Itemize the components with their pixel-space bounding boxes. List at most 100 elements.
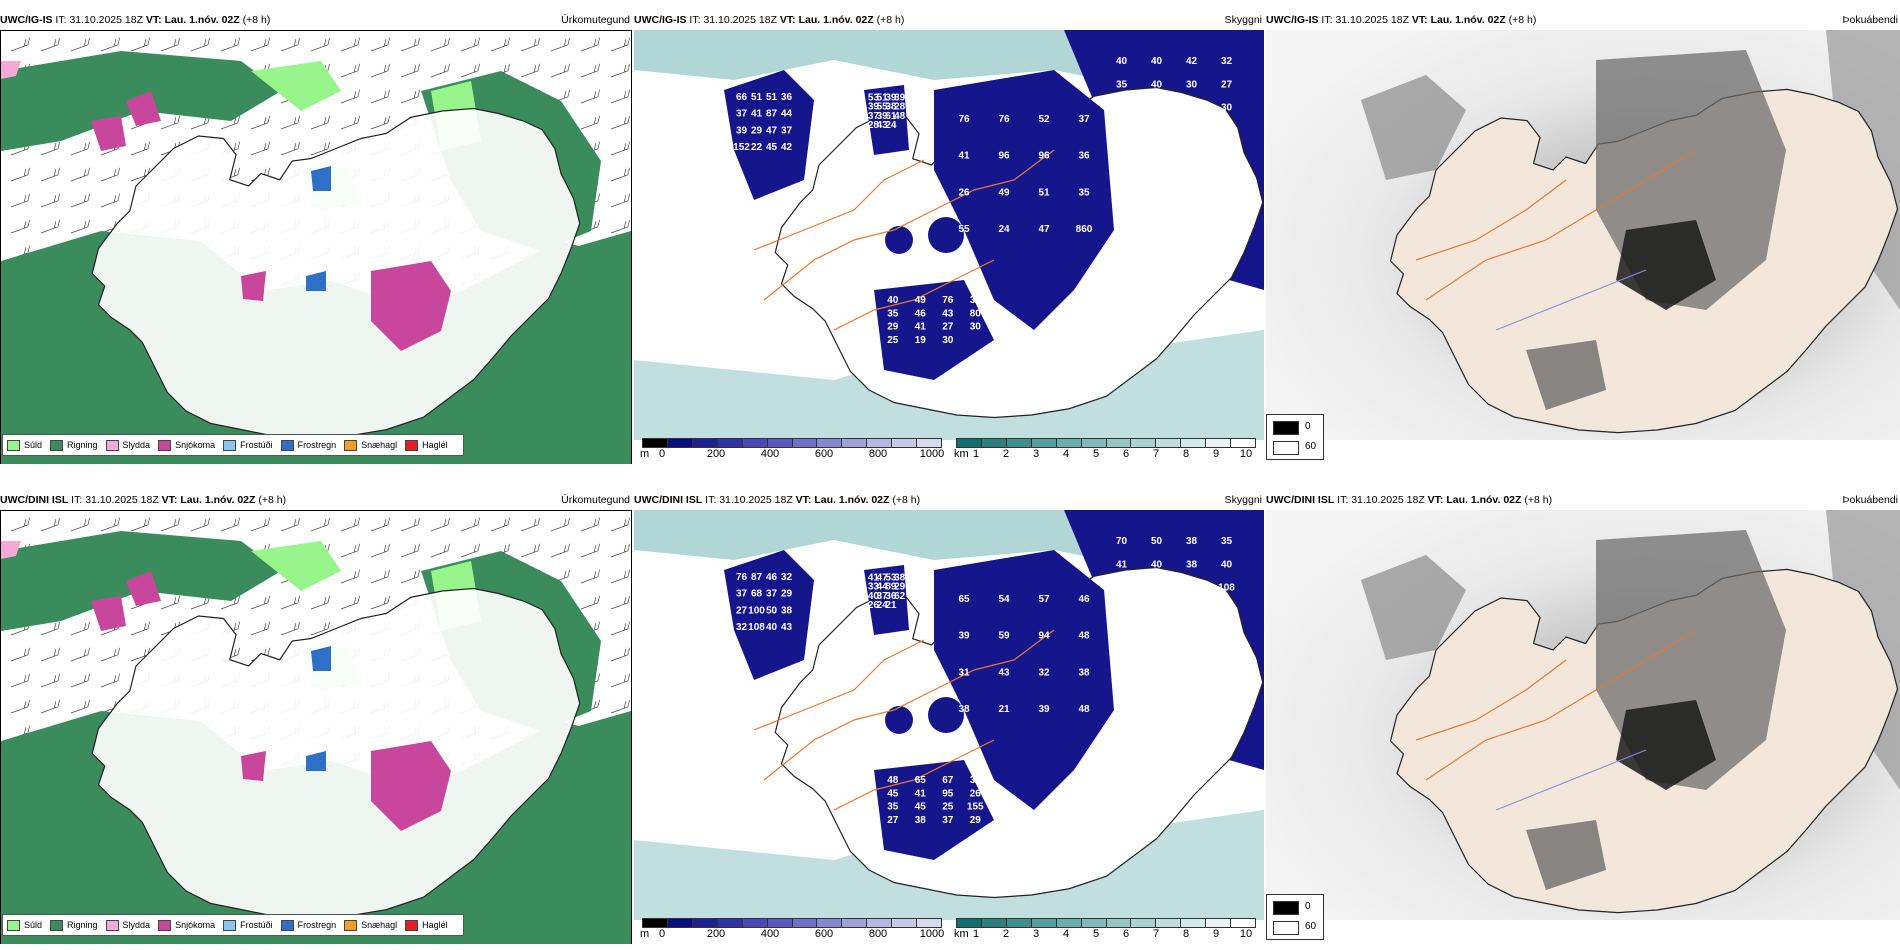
cloud-base-value: 29 [781, 589, 793, 600]
cloud-base-value: 47 [877, 573, 889, 584]
colorbar-tick-label: 10 [1239, 448, 1253, 460]
fog-legend: 0 60 [1266, 414, 1324, 460]
cloud-base-value: 21 [998, 704, 1010, 715]
wind-barb [70, 673, 90, 688]
cloud-base-value: 55 [877, 102, 889, 113]
snow-area [241, 751, 266, 781]
cloud-base-value: 50 [766, 605, 778, 616]
cloud-base-value: 24 [998, 224, 1010, 235]
wind-barb [340, 37, 360, 52]
iceland-outline [91, 107, 581, 440]
wind-barb [520, 543, 540, 558]
wind-barb [250, 115, 270, 130]
cloud-base-colorbar-ticks: m 0 200 400 600 800 1000 [640, 448, 944, 460]
vt-label: VT: [779, 14, 796, 26]
wind-barb [70, 699, 90, 714]
colorbar-segment [1056, 919, 1082, 927]
wind-barb [220, 37, 240, 52]
precip-legend-item: Slydda [105, 919, 150, 931]
snow-area [371, 261, 451, 351]
precip-legend-label: Frostregn [297, 920, 337, 930]
wind-barb [160, 517, 180, 532]
precip-legend-swatch [405, 439, 419, 451]
cloud-base-value: 30 [1186, 79, 1198, 90]
cloud-base-value: 27 [887, 815, 899, 826]
wind-barb [70, 37, 90, 52]
colorbar-tick-label: 600 [814, 928, 834, 940]
cloud-base-value: 76 [958, 114, 970, 125]
colorbar-tick-label: 200 [706, 448, 726, 460]
colorbar-segment [643, 439, 668, 447]
cloud-base-value: 95 [942, 788, 954, 799]
low-cloud-area [724, 70, 814, 200]
wind-barb [610, 219, 630, 234]
cloud-base-value: 41 [915, 788, 927, 799]
colorbar-segment [981, 439, 1007, 447]
cloud-base-value: 37 [877, 591, 889, 602]
colorbar-segment [917, 919, 942, 927]
wind-barb [130, 37, 150, 52]
cloud-base-value: 38 [885, 102, 897, 113]
precip-legend-swatch [7, 439, 20, 451]
fog-legend-high: 60 [1305, 921, 1317, 932]
colorbar-segment [1081, 439, 1107, 447]
wind-barb [370, 37, 390, 52]
colorbar-segment [1231, 439, 1256, 447]
wind-barb [10, 193, 30, 208]
wind-barb [580, 569, 600, 584]
precip-legend-label: Slydda [122, 440, 151, 450]
fog-shade [1616, 220, 1716, 310]
cloud-base-value: 26 [868, 600, 880, 611]
low-cloud-area [864, 565, 909, 635]
colorbar-tick-label: 400 [760, 448, 780, 460]
precip-legend-swatch [344, 919, 358, 931]
model-name: UWC/IG-IS [0, 14, 53, 26]
cloud-base-value: 38 [1186, 536, 1198, 547]
sleet-area [1, 61, 21, 79]
wind-barb [70, 167, 90, 182]
wind-barb [40, 37, 60, 52]
colorbar-segment [1106, 439, 1132, 447]
wind-barb [100, 167, 120, 182]
cloud-base-value: 103 [1113, 103, 1130, 114]
freezing-rain-area [306, 751, 326, 771]
wind-barb [610, 621, 630, 636]
cloud-base-value: 40 [868, 591, 880, 602]
cloud-base-value: 108 [1218, 583, 1235, 594]
fog-map [1266, 510, 1900, 920]
wind-barb [130, 141, 150, 156]
cloud-base-value: 28 [894, 102, 906, 113]
wind-barb [520, 63, 540, 78]
precip-legend-label: Snæhagl [361, 440, 398, 450]
cloud-base-value: 32 [781, 572, 793, 583]
low-cloud-area [934, 70, 1114, 330]
fog-map [1266, 30, 1900, 440]
precip-legend-swatch [158, 439, 172, 451]
colorbar-segment [1181, 919, 1207, 927]
snow-area [371, 741, 451, 831]
it-label: IT: [71, 494, 83, 506]
precip-panel-top: UWC/IG-IS IT: 31.10.2025 18Z VT: Lau. 1.… [0, 12, 632, 464]
wind-barb [520, 517, 540, 532]
colorbar-tick-label: 600 [814, 448, 834, 460]
wind-barb [340, 63, 360, 78]
fog-shade [1526, 340, 1606, 410]
lead-time: (+8 h) [1508, 14, 1537, 26]
wind-barb [40, 141, 60, 156]
wind-barb [190, 37, 210, 52]
cloud-base-value: 36 [885, 591, 897, 602]
colorbar-segment [717, 439, 743, 447]
cloud-base-value: 42 [781, 142, 793, 153]
cloud-base-value: 39 [877, 111, 889, 122]
cloud-base-value: 43 [877, 120, 889, 131]
wind-barb [340, 543, 360, 558]
wind-barb [70, 647, 90, 662]
low-cloud-area [724, 550, 814, 680]
colorbar-segment [1056, 439, 1082, 447]
cloud-base-value: 152 [733, 142, 750, 153]
road-network [1415, 659, 1567, 741]
wind-barb [10, 37, 30, 52]
wind-barb [100, 673, 120, 688]
colorbar-segment [1206, 919, 1232, 927]
wind-barb [10, 673, 30, 688]
